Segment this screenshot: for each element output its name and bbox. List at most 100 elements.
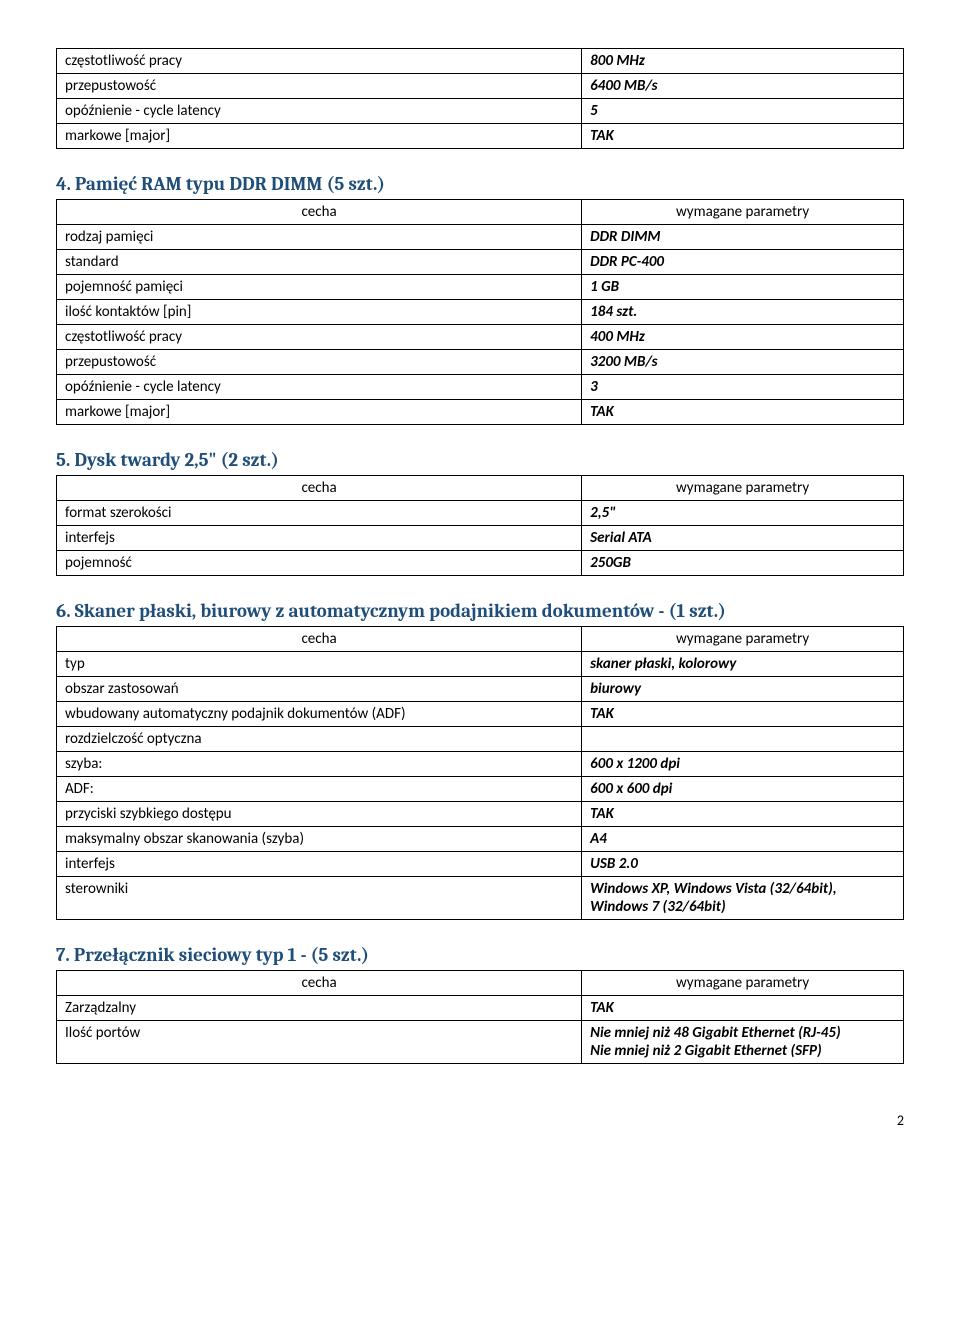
table-row: opóźnienie - cycle latency3	[57, 375, 904, 400]
spec-label: ilość kontaktów [pin]	[57, 300, 582, 325]
section4-heading: 4. Pamięć RAM typu DDR DIMM (5 szt.)	[56, 173, 904, 195]
spec-value	[582, 727, 904, 752]
header-cecha: cecha	[57, 476, 582, 501]
spec-label: standard	[57, 250, 582, 275]
section6-header-row: cecha wymagane parametry	[57, 627, 904, 652]
spec-label: sterowniki	[57, 877, 582, 920]
table-row: szyba:600 x 1200 dpi	[57, 752, 904, 777]
spec-label: pojemność pamięci	[57, 275, 582, 300]
spec-label: maksymalny obszar skanowania (szyba)	[57, 827, 582, 852]
table-row: wbudowany automatyczny podajnik dokument…	[57, 702, 904, 727]
spec-label: format szerokości	[57, 501, 582, 526]
spec-value: TAK	[582, 802, 904, 827]
section6-body: typskaner płaski, kolorowyobszar zastoso…	[57, 652, 904, 920]
section7-table: cecha wymagane parametry ZarządzalnyTAKI…	[56, 970, 904, 1064]
table-row: częstotliwość pracy400 MHz	[57, 325, 904, 350]
spec-value: TAK	[582, 702, 904, 727]
table-row: interfejsUSB 2.0	[57, 852, 904, 877]
spec-value: USB 2.0	[582, 852, 904, 877]
table-row: standardDDR PC-400	[57, 250, 904, 275]
spec-label: częstotliwość pracy	[57, 49, 582, 74]
spec-label: Ilość portów	[57, 1021, 582, 1064]
table-row: typskaner płaski, kolorowy	[57, 652, 904, 677]
spec-label: rozdzielczość optyczna	[57, 727, 582, 752]
section5-body: format szerokości2,5"interfejsSerial ATA…	[57, 501, 904, 576]
spec-value: 2,5"	[582, 501, 904, 526]
section5-header-row: cecha wymagane parametry	[57, 476, 904, 501]
spec-label: wbudowany automatyczny podajnik dokument…	[57, 702, 582, 727]
table-row: przepustowość3200 MB/s	[57, 350, 904, 375]
section6-heading: 6. Skaner płaski, biurowy z automatyczny…	[56, 600, 904, 622]
table-row: Ilość portówNie mniej niż 48 Gigabit Eth…	[57, 1021, 904, 1064]
header-cecha: cecha	[57, 971, 582, 996]
spec-label: obszar zastosowań	[57, 677, 582, 702]
table-row: ADF:600 x 600 dpi	[57, 777, 904, 802]
section6-table: cecha wymagane parametry typskaner płask…	[56, 626, 904, 920]
spec-value: A4	[582, 827, 904, 852]
spec-label: interfejs	[57, 526, 582, 551]
table-row: częstotliwość pracy800 MHz	[57, 49, 904, 74]
table-row: pojemność250GB	[57, 551, 904, 576]
spec-value: 600 x 600 dpi	[582, 777, 904, 802]
spec-value: 600 x 1200 dpi	[582, 752, 904, 777]
header-wymagane: wymagane parametry	[582, 971, 904, 996]
spec-label: opóźnienie - cycle latency	[57, 375, 582, 400]
spec-label: pojemność	[57, 551, 582, 576]
table-row: sterownikiWindows XP, Windows Vista (32/…	[57, 877, 904, 920]
spec-value: Nie mniej niż 48 Gigabit Ethernet (RJ-45…	[582, 1021, 904, 1064]
table-row: markowe [major]TAK	[57, 124, 904, 149]
spec-value: 3	[582, 375, 904, 400]
header-cecha: cecha	[57, 200, 582, 225]
spec-label: przepustowość	[57, 350, 582, 375]
spec-value: 184 szt.	[582, 300, 904, 325]
spec-value: DDR PC-400	[582, 250, 904, 275]
spec-label: markowe [major]	[57, 400, 582, 425]
table-row: przepustowość6400 MB/s	[57, 74, 904, 99]
spec-value: 3200 MB/s	[582, 350, 904, 375]
spec-value: 250GB	[582, 551, 904, 576]
table-row: obszar zastosowańbiurowy	[57, 677, 904, 702]
table-row: markowe [major]TAK	[57, 400, 904, 425]
spec-value: biurowy	[582, 677, 904, 702]
section4-body: rodzaj pamięciDDR DIMMstandardDDR PC-400…	[57, 225, 904, 425]
spec-label: typ	[57, 652, 582, 677]
spec-value: 5	[582, 99, 904, 124]
spec-label: przepustowość	[57, 74, 582, 99]
section5-table: cecha wymagane parametry format szerokoś…	[56, 475, 904, 576]
spec-label: opóźnienie - cycle latency	[57, 99, 582, 124]
table-row: rodzaj pamięciDDR DIMM	[57, 225, 904, 250]
section7-body: ZarządzalnyTAKIlość portówNie mniej niż …	[57, 996, 904, 1064]
spec-label: interfejs	[57, 852, 582, 877]
spec-value: Windows XP, Windows Vista (32/64bit), Wi…	[582, 877, 904, 920]
spec-value: 800 MHz	[582, 49, 904, 74]
table-row: opóźnienie - cycle latency5	[57, 99, 904, 124]
table0-body: częstotliwość pracy800 MHzprzepustowość6…	[57, 49, 904, 149]
table-row: maksymalny obszar skanowania (szyba)A4	[57, 827, 904, 852]
spec-value: 400 MHz	[582, 325, 904, 350]
table-row: ilość kontaktów [pin]184 szt.	[57, 300, 904, 325]
section7-heading: 7. Przełącznik sieciowy typ 1 - (5 szt.)	[56, 944, 904, 966]
spec-label: częstotliwość pracy	[57, 325, 582, 350]
spec-label: szyba:	[57, 752, 582, 777]
spec-value: skaner płaski, kolorowy	[582, 652, 904, 677]
spec-value: 1 GB	[582, 275, 904, 300]
section7-header-row: cecha wymagane parametry	[57, 971, 904, 996]
table-row: pojemność pamięci1 GB	[57, 275, 904, 300]
section5-heading: 5. Dysk twardy 2,5" (2 szt.)	[56, 449, 904, 471]
spec-label: przyciski szybkiego dostępu	[57, 802, 582, 827]
spec-label: ADF:	[57, 777, 582, 802]
section4-header-row: cecha wymagane parametry	[57, 200, 904, 225]
spec-label: markowe [major]	[57, 124, 582, 149]
page-number: 2	[56, 1112, 904, 1129]
spec-label: rodzaj pamięci	[57, 225, 582, 250]
table-row: przyciski szybkiego dostępuTAK	[57, 802, 904, 827]
spec-label: Zarządzalny	[57, 996, 582, 1021]
header-wymagane: wymagane parametry	[582, 476, 904, 501]
header-cecha: cecha	[57, 627, 582, 652]
table-row: interfejsSerial ATA	[57, 526, 904, 551]
header-wymagane: wymagane parametry	[582, 200, 904, 225]
section4-table: cecha wymagane parametry rodzaj pamięciD…	[56, 199, 904, 425]
spec-value: DDR DIMM	[582, 225, 904, 250]
table-row: format szerokości2,5"	[57, 501, 904, 526]
header-wymagane: wymagane parametry	[582, 627, 904, 652]
